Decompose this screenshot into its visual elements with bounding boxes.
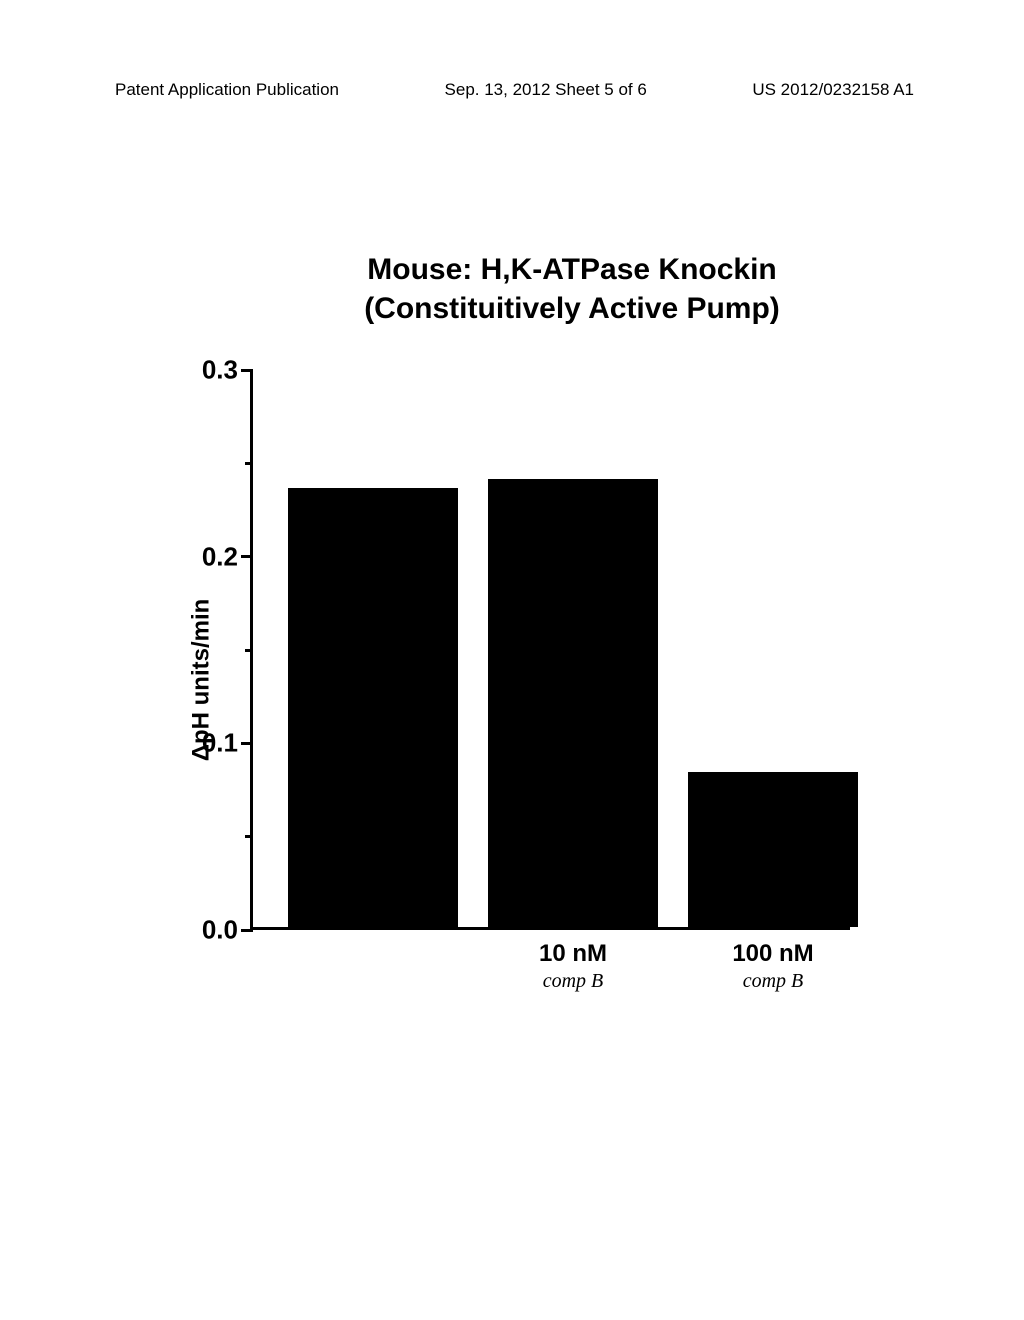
y-tick-label: 0.0	[183, 915, 238, 946]
bar	[688, 772, 858, 927]
bar	[288, 488, 458, 927]
x-label-primary: 10 nM	[488, 940, 658, 968]
header-left: Patent Application Publication	[115, 80, 339, 100]
y-tick-label: 0.2	[183, 541, 238, 572]
header-center: Sep. 13, 2012 Sheet 5 of 6	[445, 80, 647, 100]
x-label-block: 10 nMcomp B	[488, 940, 658, 993]
bar	[488, 479, 658, 927]
chart-title-block: Mouse: H,K-ATPase Knockin (Constituitive…	[120, 250, 1024, 328]
chart-area: Mouse: H,K-ATPase Knockin (Constituitive…	[0, 250, 1024, 358]
x-label-secondary: comp B	[688, 970, 858, 993]
y-tick-minor	[245, 835, 253, 838]
plot-area: 0.00.10.20.310 nMcomp B100 nMcomp B	[250, 370, 850, 930]
y-tick-minor	[245, 649, 253, 652]
y-tick	[241, 929, 253, 932]
x-label-primary: 100 nM	[688, 940, 858, 968]
y-tick	[241, 555, 253, 558]
y-tick-label: 0.3	[183, 355, 238, 386]
y-tick	[241, 742, 253, 745]
header-right: US 2012/0232158 A1	[752, 80, 914, 100]
y-tick	[241, 369, 253, 372]
page-header: Patent Application Publication Sep. 13, …	[0, 80, 1024, 100]
x-label-block: 100 nMcomp B	[688, 940, 858, 993]
chart-title-line2: (Constituitively Active Pump)	[120, 289, 1024, 328]
chart-container: ΔpH units/min 0.00.10.20.310 nMcomp B100…	[150, 370, 870, 990]
chart-title-line1: Mouse: H,K-ATPase Knockin	[120, 250, 1024, 289]
x-label-secondary: comp B	[488, 970, 658, 993]
y-tick-label: 0.1	[183, 728, 238, 759]
y-tick-minor	[245, 462, 253, 465]
